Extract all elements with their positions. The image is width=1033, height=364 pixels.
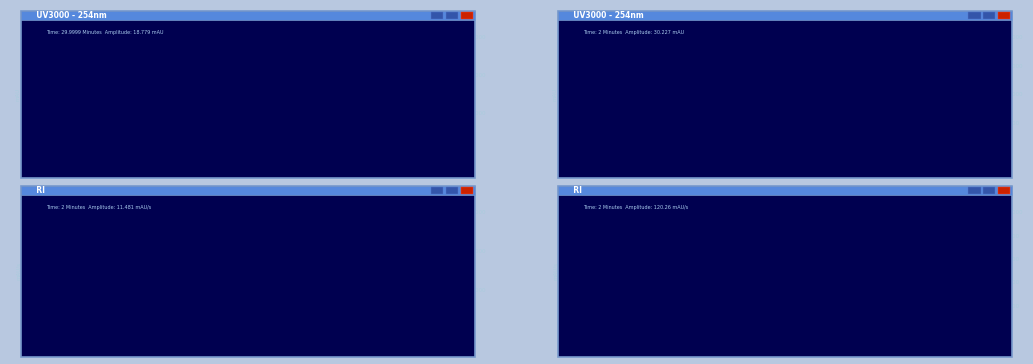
Text: Time: 29.9999 Minutes  Amplitude: 18.779 mAU: Time: 29.9999 Minutes Amplitude: 18.779 … [45,30,163,35]
Y-axis label: mAU: mAU [15,88,21,101]
Y-axis label: mAU: mAU [553,88,558,101]
Text: UV3000 - 254nm: UV3000 - 254nm [31,11,106,20]
Text: RI: RI [568,186,583,195]
X-axis label: Minutes: Minutes [243,342,268,347]
Y-axis label: mAU/s: mAU/s [15,262,21,280]
Y-axis label: mAU/s: mAU/s [553,262,558,280]
Text: UV3000 - 254nm: UV3000 - 254nm [568,11,644,20]
X-axis label: Minutes: Minutes [780,342,805,347]
Text: Time: 2 Minutes  Amplitude: 120.26 mAU/s: Time: 2 Minutes Amplitude: 120.26 mAU/s [583,205,688,210]
Text: RI: RI [31,186,45,195]
Text: Time: 2 Minutes  Amplitude: 11.481 mAU/s: Time: 2 Minutes Amplitude: 11.481 mAU/s [45,205,151,210]
Text: Time: 2 Minutes  Amplitude: 30.227 mAU: Time: 2 Minutes Amplitude: 30.227 mAU [583,30,684,35]
